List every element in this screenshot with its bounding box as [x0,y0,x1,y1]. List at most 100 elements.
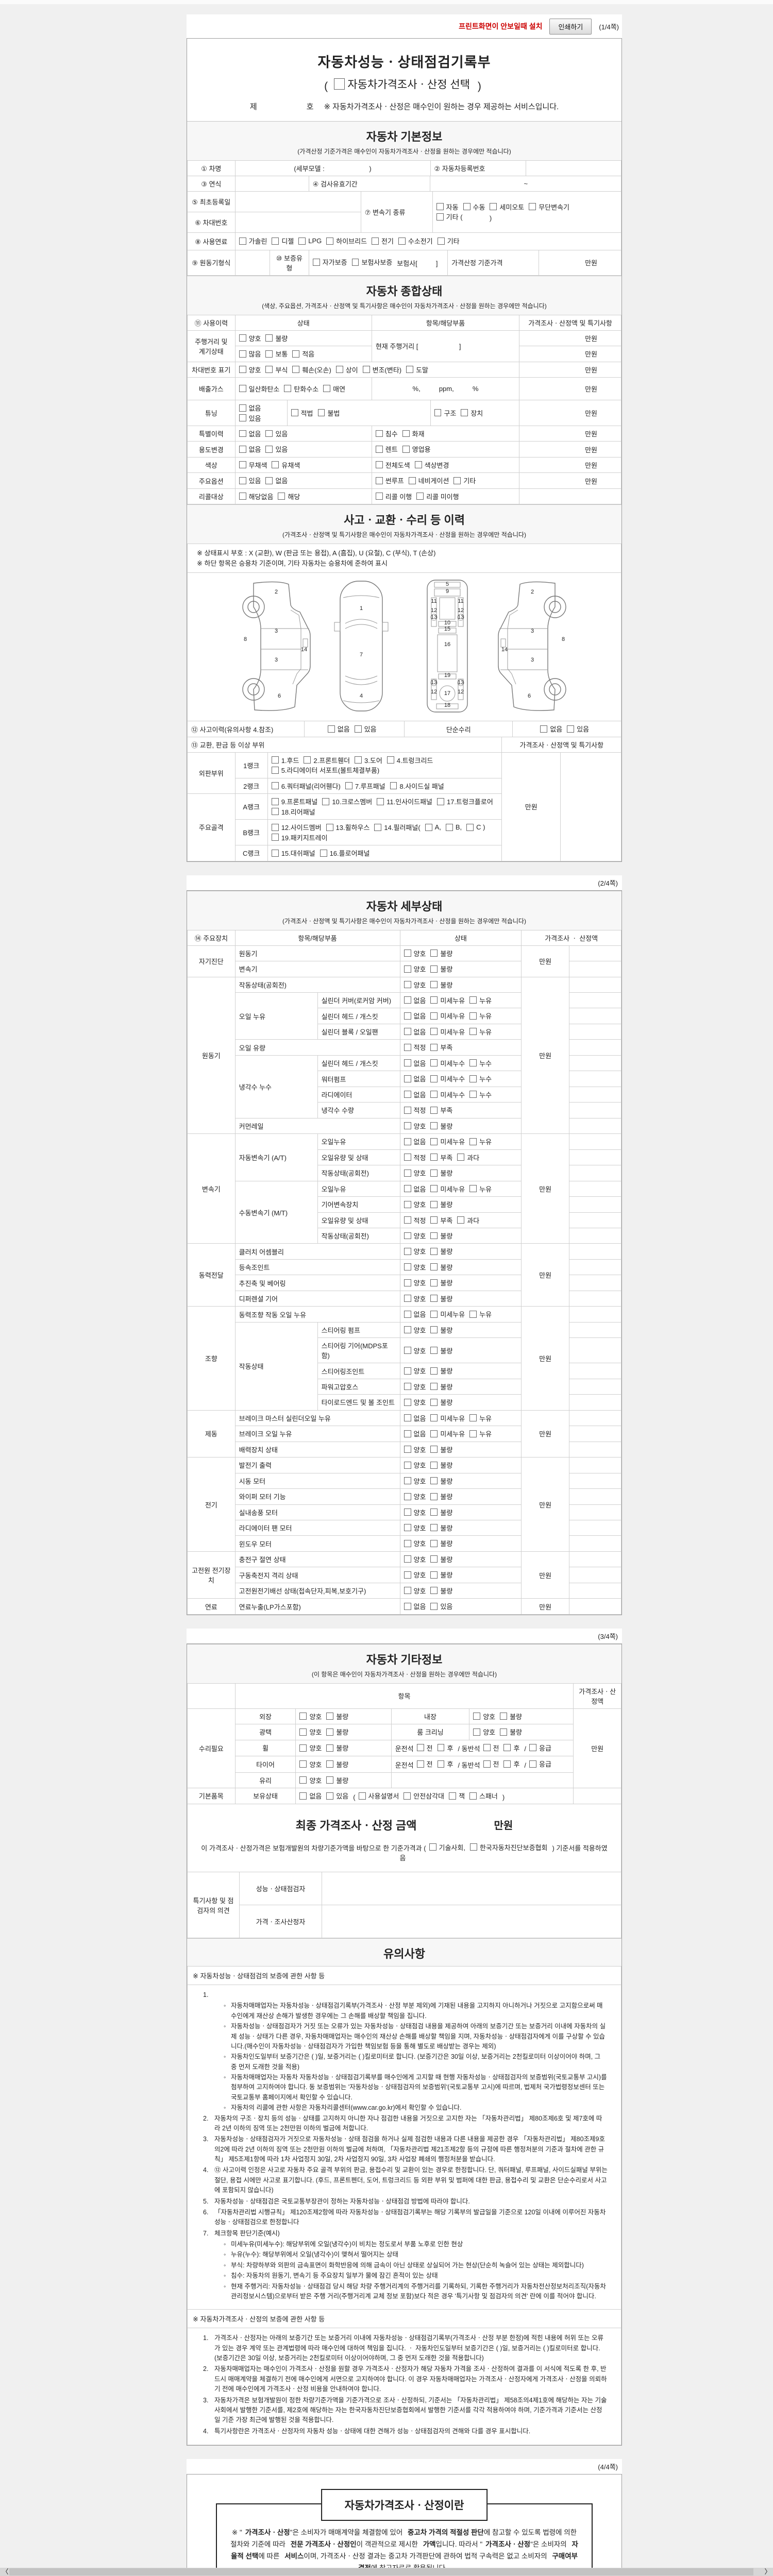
checkbox-option[interactable]: 불량 [430,1445,452,1454]
checkbox-icon[interactable] [404,1247,411,1255]
checkbox-option[interactable]: 15.대쉬패널 [271,848,315,858]
print-button[interactable]: 인쇄하기 [549,18,592,35]
checkbox-option[interactable]: 상이 [335,365,358,375]
checkbox-icon[interactable] [529,1760,536,1768]
checkbox-icon[interactable] [404,1555,411,1563]
checkbox-option[interactable]: 양호 [404,1246,426,1256]
checkbox-icon[interactable] [430,1232,438,1240]
checkbox-icon[interactable] [430,1106,438,1114]
checkbox-icon[interactable] [299,1760,307,1768]
checkbox-icon[interactable] [430,1539,438,1547]
checkbox-option[interactable]: 전 [483,1743,499,1753]
checkbox-icon[interactable] [404,996,411,1004]
checkbox-option[interactable]: 불량 [430,1294,452,1303]
checkbox-icon[interactable] [404,1138,411,1145]
checkbox-option[interactable]: 기타 [453,476,476,485]
checkbox-icon[interactable] [404,1398,411,1406]
checkbox-icon[interactable] [469,1059,477,1067]
checkbox-icon[interactable] [402,445,410,453]
checkbox-icon[interactable] [430,1091,438,1098]
checkbox-option[interactable]: 누유 [469,1429,492,1438]
checkbox-icon[interactable] [239,414,246,421]
checkbox-option[interactable]: 불법 [317,408,340,418]
checkbox-option[interactable]: 10.크로스멤버 [322,796,372,806]
checkbox-icon[interactable] [404,1347,411,1354]
checkbox-icon[interactable] [386,756,394,764]
checkbox-option[interactable]: 불량 [430,1325,452,1335]
checkbox-icon[interactable] [430,1012,438,1020]
checkbox-icon[interactable] [326,1744,334,1752]
checkbox-icon[interactable] [437,237,445,245]
checkbox-option[interactable]: 해당 [278,492,300,501]
checkbox-icon[interactable] [299,1776,307,1784]
checkbox-option[interactable]: 렌트 [375,444,398,454]
checkbox-option[interactable]: 응급 [529,1743,551,1753]
checkbox-icon[interactable] [404,1106,411,1114]
checkbox-option[interactable]: 자가보증 [312,257,347,267]
checkbox-icon[interactable] [490,203,497,211]
checkbox-icon[interactable] [430,1075,438,1082]
checkbox-option[interactable]: 불량 [326,1759,348,1769]
checkbox-option[interactable]: 불량 [430,948,452,958]
checkbox-icon[interactable] [430,1028,438,1036]
scrollbar-thumb[interactable] [9,2568,753,2575]
checkbox-option[interactable]: 많음 [239,349,261,359]
checkbox-option[interactable]: 누수 [469,1090,492,1099]
checkbox-icon[interactable] [375,493,383,500]
checkbox-icon[interactable] [425,823,432,831]
checkbox-option[interactable]: 양호 [404,1460,426,1470]
checkbox-option[interactable]: 후 [503,1743,519,1753]
checkbox-icon[interactable] [469,1091,477,1098]
checkbox-option[interactable]: 네비게이션 [408,476,449,485]
checkbox-option[interactable]: 스패너 [469,1791,498,1801]
checkbox-option[interactable]: 양호 [473,1711,495,1721]
checkbox-option[interactable]: 누유 [469,1413,492,1423]
checkbox-icon[interactable] [404,1075,411,1082]
checkbox-option[interactable]: 1.후드 [271,755,299,765]
checkbox-icon[interactable] [461,409,468,417]
checkbox-icon[interactable] [503,1744,511,1752]
checkbox-option[interactable]: 양호 [404,1382,426,1392]
checkbox-option[interactable]: 양호 [404,1121,426,1131]
checkbox-option[interactable]: 전기 [372,236,394,246]
checkbox-option[interactable]: 변조(변타) [362,365,401,375]
checkbox-option[interactable]: 19.패키지트레이 [271,833,328,842]
checkbox-option[interactable]: 전 [416,1743,433,1753]
checkbox-option[interactable]: 불량 [326,1775,348,1785]
checkbox-icon[interactable] [239,385,246,393]
checkbox-icon[interactable] [430,1571,438,1579]
checkbox-icon[interactable] [404,1326,411,1334]
checkbox-option[interactable]: 부족 [430,1153,452,1162]
checkbox-icon[interactable] [404,1059,411,1067]
checkbox-icon[interactable] [404,1012,411,1020]
checkbox-icon[interactable] [406,366,414,374]
checkbox-icon[interactable] [540,725,548,733]
checkbox-icon[interactable] [271,782,279,790]
checkbox-icon[interactable] [335,366,343,374]
checkbox-option[interactable]: 수소전기 [398,236,433,246]
checkbox-option[interactable]: 누유 [469,1184,492,1194]
checkbox-option[interactable]: 16.플로어패널 [320,848,369,858]
checkbox-option[interactable]: 적정 [404,1105,426,1115]
checkbox-icon[interactable] [430,1138,438,1145]
checkbox-option[interactable]: 불량 [430,1460,452,1470]
checkbox-icon[interactable] [404,1383,411,1391]
checkbox-icon[interactable] [326,823,333,831]
checkbox-icon[interactable] [469,996,477,1004]
checkbox-icon[interactable] [430,1295,438,1302]
checkbox-icon[interactable] [416,1744,424,1752]
checkbox-option[interactable]: 적법 [291,408,313,418]
checkbox-icon[interactable] [239,404,246,412]
checkbox-icon[interactable] [430,950,438,957]
checkbox-option[interactable]: 양호 [404,1294,426,1303]
checkbox-icon[interactable] [500,1713,508,1720]
checkbox-icon[interactable] [326,1776,334,1784]
checkbox-option[interactable]: 없음 [404,1413,426,1423]
checkbox-icon[interactable] [414,461,422,469]
checkbox-option[interactable]: 일산화탄소 [239,384,279,394]
checkbox-option[interactable]: 없음 [404,1090,426,1099]
checkbox-icon[interactable] [404,1461,411,1469]
checkbox-icon[interactable] [299,1713,307,1720]
checkbox-option[interactable]: 누수 [469,1074,492,1083]
checkbox-icon[interactable] [430,1263,438,1271]
